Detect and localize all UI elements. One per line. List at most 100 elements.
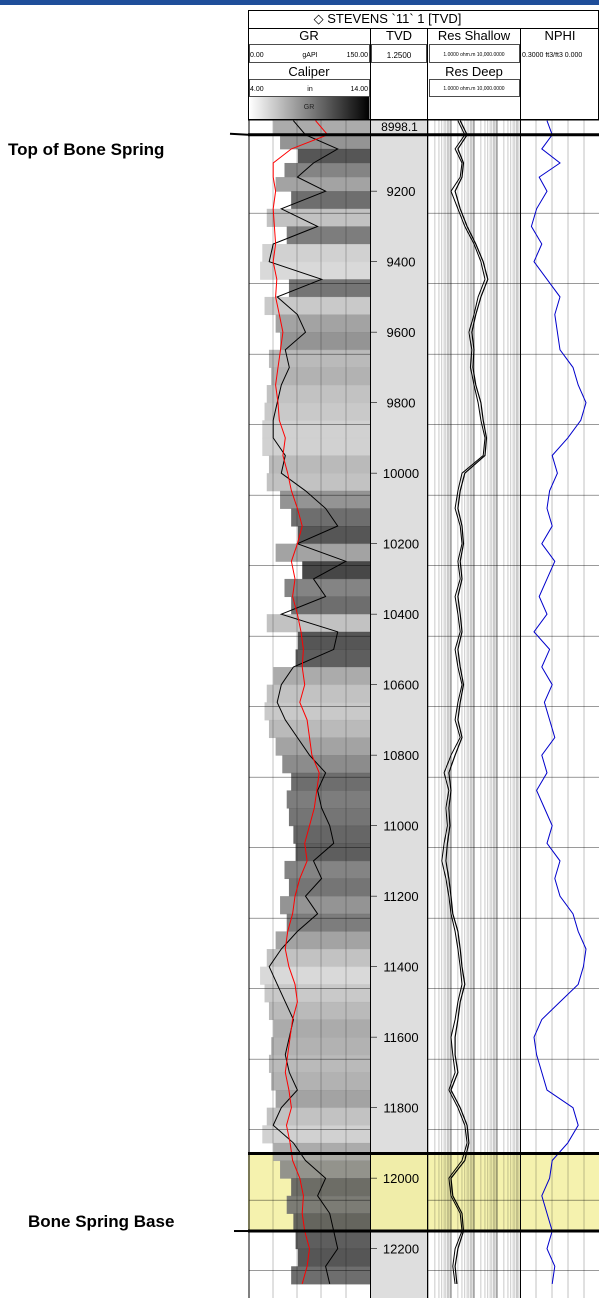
gr-shade-band — [273, 667, 370, 686]
gr-shade-band — [275, 1090, 370, 1109]
gr-shade-band — [284, 162, 370, 178]
caliper-max: 14.00 — [350, 86, 368, 93]
gr-shade-band — [273, 1019, 370, 1038]
gr-shade-band — [264, 296, 370, 316]
gr-shade-band — [260, 261, 370, 280]
nphi-curve — [530, 120, 587, 1284]
gr-shade-band — [282, 755, 370, 774]
gr-shade-band — [262, 437, 370, 457]
gr-shade-band — [280, 332, 370, 351]
depth-tick-label: 9800 — [387, 396, 416, 411]
gr-shade-band — [295, 1231, 370, 1250]
gr-shade-band — [266, 473, 370, 492]
gr-shade-band — [291, 508, 370, 527]
gr-min: 0.00 — [250, 52, 264, 59]
gr-shade-band — [284, 578, 370, 598]
res-deep-track-name: Res Deep — [445, 64, 503, 79]
depth-tick-label: 11800 — [383, 1101, 418, 1116]
gr-max: 150.00 — [346, 52, 368, 59]
gr-shade-band — [275, 737, 370, 756]
gr-shade-band — [286, 790, 370, 809]
gr-shade-band — [286, 226, 370, 245]
gr-shade-band — [262, 244, 370, 263]
res-shallow-curve — [441, 120, 486, 1284]
gr-shade-band — [280, 134, 370, 150]
caliper-scale-box — [249, 79, 370, 97]
gr-shade-band — [266, 614, 370, 633]
title-bar — [0, 0, 599, 5]
gr-shade-band — [264, 984, 370, 1003]
gr-shade-legend — [249, 97, 370, 119]
gr-shade-band — [302, 561, 370, 580]
gr-shade-band — [266, 949, 370, 968]
gr-shade-band — [297, 526, 370, 545]
depth-tick-label: 9200 — [387, 184, 416, 199]
gr-shade-band — [291, 191, 370, 210]
gr-shade-band — [297, 148, 370, 164]
gr-shade-band — [280, 896, 370, 915]
gr-shade-band — [271, 1037, 370, 1056]
depth-tick-label: 11400 — [383, 960, 418, 975]
gr-shade-band — [273, 1142, 370, 1162]
top-pointer — [229, 132, 249, 136]
well-title: ◇ STEVENS `11` 1 [TVD] — [313, 11, 462, 26]
depth-tick-label: 9600 — [387, 325, 416, 340]
gr-shade-band — [268, 455, 370, 474]
gr-shade-band — [288, 878, 370, 897]
depth-tick-label: 11000 — [383, 819, 418, 834]
bone-spring-base-label: Bone Spring Base — [28, 1212, 175, 1231]
tvd-track-name: TVD — [386, 28, 412, 43]
gr-shade-band — [266, 1107, 370, 1126]
gr-shade-band — [262, 1125, 370, 1144]
gr-shade-band — [268, 349, 370, 368]
nphi-track-name: NPHI — [544, 28, 576, 43]
depth-tick-label: 11200 — [383, 889, 418, 904]
caliper-min: 4.00 — [250, 86, 264, 93]
tvd-scale-box — [371, 44, 427, 63]
depth-tick-label: 9400 — [387, 255, 416, 270]
gr-shade-band — [268, 719, 370, 739]
depth-tick-label: 11600 — [383, 1030, 418, 1045]
depth-tick-label: 10800 — [383, 748, 419, 763]
res-shallow-scale-box — [429, 44, 520, 63]
caliper-track-name: Caliper — [288, 64, 330, 79]
gr-shade-band — [291, 596, 370, 615]
caliper-curve — [272, 120, 329, 1285]
gr-shade-band — [297, 1248, 370, 1267]
depth-tick-label: 10400 — [383, 607, 419, 622]
depth-tick-label: 10200 — [383, 537, 419, 552]
gr-shade-band — [260, 966, 370, 985]
gr-shade-band — [275, 177, 370, 192]
res-deep-scale: 1.0000 ohm.m 10,000.0000 — [443, 86, 505, 92]
res-deep-curve — [445, 120, 489, 1284]
nphi-scale: 0.3000 ft3/ft3 0.000 — [522, 52, 583, 59]
gr-shade-band — [280, 490, 370, 509]
gr-shade-band — [288, 279, 370, 298]
gr-shade-band — [264, 702, 370, 721]
well-title-text: STEVENS `11` 1 [TVD] — [327, 11, 462, 26]
gr-shade-band — [264, 402, 370, 421]
res-shallow-scale: 1.0000 ohm.m 10,000.0000 — [443, 52, 505, 58]
gr-shade-band — [262, 420, 370, 439]
res-deep-scale-box — [429, 79, 520, 97]
gr-shade-band — [280, 1160, 370, 1179]
depth-tick-label: 10000 — [383, 466, 419, 481]
gr-shade-band — [284, 860, 370, 880]
gr-shade-band — [271, 367, 370, 386]
depth-tick-label: 12200 — [383, 1242, 419, 1257]
gr-shade-band — [288, 808, 370, 827]
res-shallow-track-name: Res Shallow — [437, 28, 511, 43]
gr-shade-band — [266, 684, 370, 703]
gr-shade-band — [266, 385, 370, 404]
gr-shade-band — [295, 649, 370, 668]
gr-shade-band — [291, 1178, 370, 1197]
gr-shade-band — [275, 314, 370, 333]
gr-scale-box — [249, 44, 370, 63]
gr-shade-band — [275, 931, 370, 950]
gr-curve — [268, 120, 348, 1285]
depth-top-value: 8998.1 — [381, 120, 418, 134]
gr-shade-band — [268, 1054, 370, 1073]
depth-track-background — [371, 120, 427, 1298]
caliper-unit: in — [307, 86, 313, 93]
